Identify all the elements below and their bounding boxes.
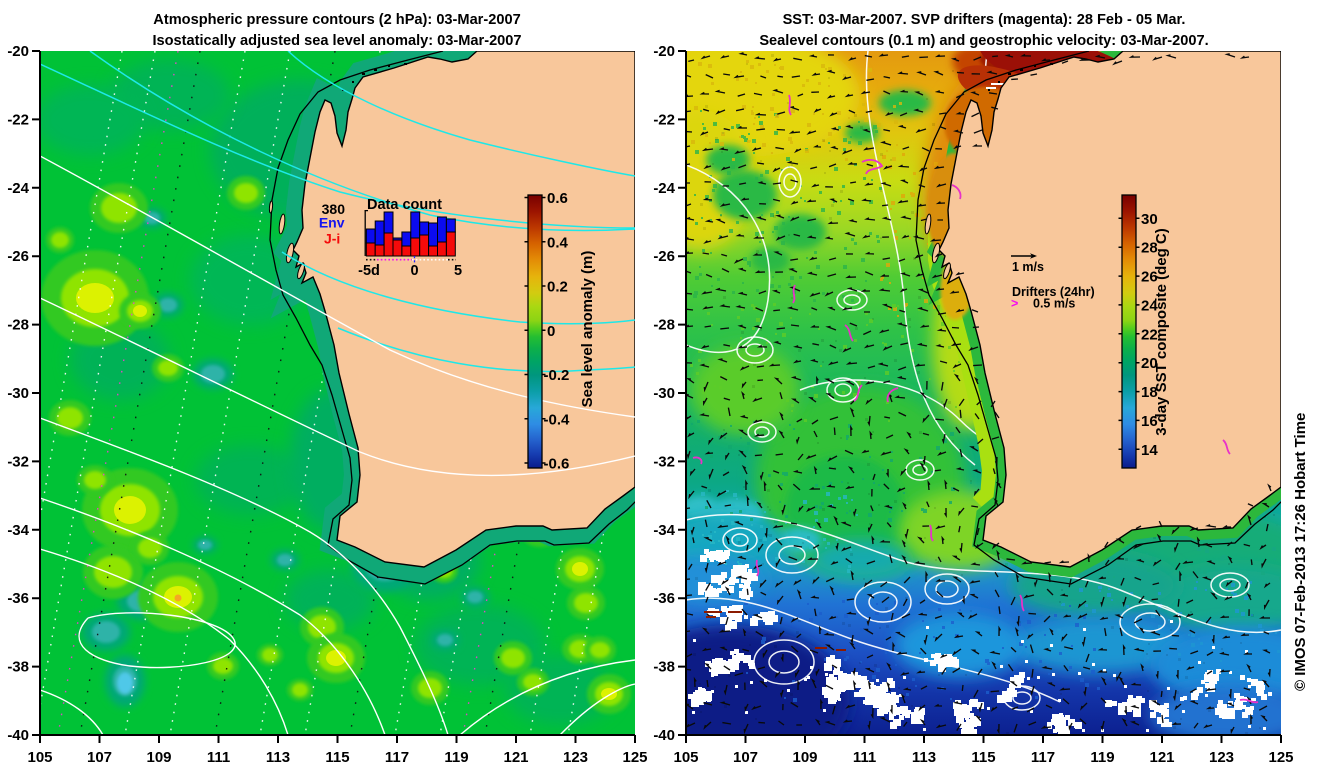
svg-text:117: 117 bbox=[1031, 749, 1055, 766]
svg-text:18: 18 bbox=[1141, 384, 1158, 401]
svg-text:-0.4: -0.4 bbox=[544, 411, 571, 428]
svg-text:-0.6: -0.6 bbox=[544, 456, 570, 473]
svg-text:1 m/s: 1 m/s bbox=[1012, 260, 1044, 274]
svg-text:-5d: -5d bbox=[358, 263, 380, 279]
svg-text:26: 26 bbox=[1141, 269, 1158, 286]
svg-text:-24: -24 bbox=[653, 180, 675, 197]
svg-text:16: 16 bbox=[1141, 413, 1158, 430]
svg-text:-20: -20 bbox=[7, 43, 29, 60]
svg-text:>: > bbox=[1011, 297, 1018, 311]
svg-text:115: 115 bbox=[325, 749, 349, 766]
svg-text:Atmospheric pressure contours: Atmospheric pressure contours (2 hPa): 0… bbox=[153, 12, 520, 28]
svg-text:28: 28 bbox=[1141, 240, 1158, 257]
svg-text:-38: -38 bbox=[7, 659, 29, 676]
svg-text:111: 111 bbox=[853, 749, 876, 766]
svg-text:-40: -40 bbox=[7, 727, 29, 744]
svg-text:24: 24 bbox=[1141, 297, 1158, 314]
svg-text:J-i: J-i bbox=[324, 230, 340, 246]
svg-text:14: 14 bbox=[1141, 442, 1158, 459]
svg-text:0.2: 0.2 bbox=[547, 279, 568, 296]
svg-text:-22: -22 bbox=[653, 111, 675, 128]
svg-text:-22: -22 bbox=[7, 111, 29, 128]
svg-text:0.6: 0.6 bbox=[547, 190, 568, 207]
svg-text:119: 119 bbox=[444, 749, 468, 766]
svg-text:3-day SST composite (deg C): 3-day SST composite (deg C) bbox=[1153, 228, 1170, 436]
svg-text:-30: -30 bbox=[653, 385, 675, 402]
svg-text:121: 121 bbox=[503, 749, 528, 766]
svg-text:113: 113 bbox=[266, 749, 290, 766]
svg-text:113: 113 bbox=[912, 749, 936, 766]
svg-text:125: 125 bbox=[622, 749, 647, 766]
svg-text:109: 109 bbox=[146, 749, 171, 766]
svg-text:107: 107 bbox=[87, 749, 112, 766]
svg-text:-20: -20 bbox=[653, 43, 675, 60]
svg-text:119: 119 bbox=[1090, 749, 1114, 766]
svg-text:-0.2: -0.2 bbox=[544, 367, 570, 384]
svg-text:Data count: Data count bbox=[367, 197, 442, 213]
svg-text:SST: 03-Mar-2007. SVP drifters: SST: 03-Mar-2007. SVP drifters (magenta)… bbox=[783, 12, 1186, 28]
svg-text:-28: -28 bbox=[7, 317, 29, 334]
svg-text:-26: -26 bbox=[653, 248, 675, 265]
svg-text:0.4: 0.4 bbox=[547, 234, 569, 251]
svg-text:-36: -36 bbox=[653, 590, 675, 607]
svg-text:-32: -32 bbox=[653, 453, 675, 470]
svg-text:-38: -38 bbox=[653, 659, 675, 676]
svg-text:20: 20 bbox=[1141, 355, 1158, 372]
svg-text:121: 121 bbox=[1149, 749, 1174, 766]
svg-text:Drifters (24hr): Drifters (24hr) bbox=[1012, 285, 1095, 299]
svg-text:© IMOS 07-Feb-2013 17:26 Hobar: © IMOS 07-Feb-2013 17:26 Hobart Time bbox=[1292, 413, 1309, 691]
svg-text:111: 111 bbox=[207, 749, 230, 766]
svg-text:123: 123 bbox=[563, 749, 588, 766]
svg-text:105: 105 bbox=[27, 749, 52, 766]
svg-text:115: 115 bbox=[971, 749, 995, 766]
svg-text:22: 22 bbox=[1141, 326, 1158, 343]
svg-text:-36: -36 bbox=[7, 590, 29, 607]
svg-text:105: 105 bbox=[673, 749, 698, 766]
svg-text:-28: -28 bbox=[653, 317, 675, 334]
svg-text:117: 117 bbox=[385, 749, 409, 766]
svg-text:125: 125 bbox=[1268, 749, 1293, 766]
svg-text:-30: -30 bbox=[7, 385, 29, 402]
svg-text:-40: -40 bbox=[653, 727, 675, 744]
svg-text:Isostatically adjusted sea lev: Isostatically adjusted sea level anomaly… bbox=[152, 33, 521, 49]
svg-text:0: 0 bbox=[547, 323, 555, 340]
svg-text:380: 380 bbox=[322, 201, 346, 217]
svg-text:Env: Env bbox=[319, 215, 345, 231]
svg-text:123: 123 bbox=[1209, 749, 1234, 766]
svg-text:-32: -32 bbox=[7, 453, 29, 470]
svg-text:-26: -26 bbox=[7, 248, 29, 265]
svg-text:0.5 m/s: 0.5 m/s bbox=[1033, 297, 1075, 311]
svg-text:-24: -24 bbox=[7, 180, 29, 197]
svg-text:0: 0 bbox=[410, 263, 418, 279]
svg-text:Sealevel contours (0.1 m) and: Sealevel contours (0.1 m) and geostrophi… bbox=[759, 33, 1208, 49]
svg-text:-34: -34 bbox=[7, 522, 29, 539]
svg-text:107: 107 bbox=[733, 749, 758, 766]
svg-text:Sea level anomaly (m): Sea level anomaly (m) bbox=[579, 251, 596, 408]
svg-text:5: 5 bbox=[454, 263, 462, 279]
svg-text:109: 109 bbox=[792, 749, 817, 766]
svg-text:-34: -34 bbox=[653, 522, 675, 539]
svg-text:30: 30 bbox=[1141, 211, 1158, 228]
